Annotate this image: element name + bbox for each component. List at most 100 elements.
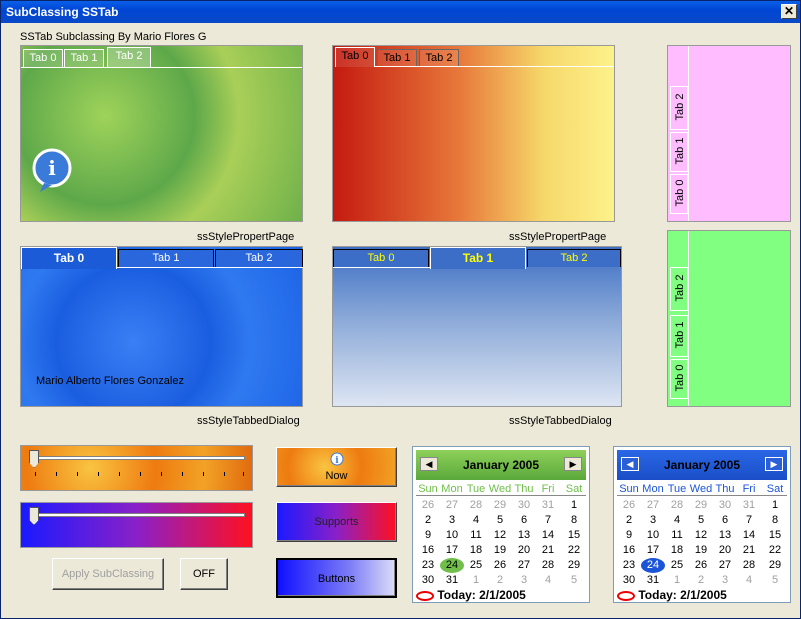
tab-1[interactable]: Tab 1 bbox=[377, 49, 417, 67]
prev-month-button[interactable]: ◀ bbox=[621, 457, 639, 471]
today-link[interactable]: Today: 2/1/2005 bbox=[416, 588, 526, 602]
slider-thumb[interactable] bbox=[29, 450, 39, 468]
apply-subclassing-button[interactable]: Apply SubClassing bbox=[52, 558, 164, 590]
day-cell[interactable]: 31 bbox=[445, 574, 459, 586]
day-cell[interactable]: 13 bbox=[517, 529, 531, 541]
day-cell[interactable]: 29 bbox=[768, 559, 782, 571]
tab-1[interactable]: Tab 1 bbox=[670, 315, 688, 357]
day-cell[interactable]: 8 bbox=[771, 514, 779, 526]
tab-1[interactable]: Tab 1 bbox=[118, 249, 214, 267]
day-cell[interactable]: 13 bbox=[718, 529, 732, 541]
now-button[interactable]: i Now bbox=[276, 447, 397, 487]
day-cell[interactable]: 22 bbox=[768, 544, 782, 556]
day-cell[interactable]: 22 bbox=[567, 544, 581, 556]
day-cell[interactable]: 4 bbox=[745, 574, 753, 586]
slider-gradient[interactable] bbox=[20, 502, 253, 548]
day-cell[interactable]: 28 bbox=[469, 499, 483, 511]
day-cell[interactable]: 31 bbox=[646, 574, 660, 586]
day-cell[interactable]: 2 bbox=[697, 574, 705, 586]
tab-0[interactable]: Tab 0 bbox=[335, 47, 375, 67]
day-cell[interactable]: 2 bbox=[424, 514, 432, 526]
day-cell[interactable]: 10 bbox=[445, 529, 459, 541]
day-cell[interactable]: 20 bbox=[517, 544, 531, 556]
day-cell[interactable]: 21 bbox=[742, 544, 756, 556]
day-cell[interactable]: 1 bbox=[771, 499, 779, 511]
day-cell[interactable]: 23 bbox=[421, 559, 435, 571]
tab-2[interactable]: Tab 2 bbox=[670, 267, 688, 311]
day-cell[interactable]: 11 bbox=[470, 529, 482, 541]
day-cell[interactable]: 9 bbox=[424, 529, 432, 541]
day-cell[interactable]: 30 bbox=[517, 499, 531, 511]
day-cell[interactable]: 12 bbox=[694, 529, 708, 541]
day-cell[interactable]: 11 bbox=[671, 529, 683, 541]
day-cell[interactable]: 5 bbox=[771, 574, 779, 586]
day-cell[interactable]: 26 bbox=[421, 499, 435, 511]
day-cell[interactable]: 4 bbox=[472, 514, 480, 526]
day-cell[interactable]: 1 bbox=[570, 499, 578, 511]
day-cell[interactable]: 3 bbox=[649, 514, 657, 526]
day-cell[interactable]: 29 bbox=[567, 559, 581, 571]
next-month-button[interactable]: ▶ bbox=[765, 457, 783, 471]
day-cell[interactable]: 19 bbox=[493, 544, 507, 556]
day-cell[interactable]: 26 bbox=[493, 559, 507, 571]
day-cell[interactable]: 4 bbox=[544, 574, 552, 586]
day-cell[interactable]: 26 bbox=[694, 559, 708, 571]
day-cell[interactable]: 24 bbox=[641, 558, 665, 573]
day-cell[interactable]: 5 bbox=[570, 574, 578, 586]
day-cell[interactable]: 5 bbox=[697, 514, 705, 526]
day-cell[interactable]: 18 bbox=[469, 544, 483, 556]
day-cell[interactable]: 8 bbox=[570, 514, 578, 526]
day-cell[interactable]: 2 bbox=[625, 514, 633, 526]
day-cell[interactable]: 30 bbox=[718, 499, 732, 511]
off-button[interactable]: OFF bbox=[180, 558, 228, 590]
today-link[interactable]: Today: 2/1/2005 bbox=[617, 588, 727, 602]
day-cell[interactable]: 12 bbox=[493, 529, 507, 541]
day-cell[interactable]: 3 bbox=[520, 574, 528, 586]
day-cell[interactable]: 29 bbox=[694, 499, 708, 511]
close-button[interactable]: ✕ bbox=[781, 4, 797, 19]
slider-orange[interactable] bbox=[20, 445, 253, 491]
day-cell[interactable]: 7 bbox=[745, 514, 753, 526]
tab-0[interactable]: Tab 0 bbox=[333, 249, 429, 267]
day-cell[interactable]: 19 bbox=[694, 544, 708, 556]
day-cell[interactable]: 28 bbox=[742, 559, 756, 571]
day-cell[interactable]: 3 bbox=[448, 514, 456, 526]
tab-1[interactable]: Tab 1 bbox=[430, 247, 526, 269]
day-cell[interactable]: 30 bbox=[622, 574, 636, 586]
day-cell[interactable]: 18 bbox=[670, 544, 684, 556]
tab-2[interactable]: Tab 2 bbox=[670, 86, 688, 130]
day-cell[interactable]: 28 bbox=[541, 559, 555, 571]
day-cell[interactable]: 25 bbox=[670, 559, 684, 571]
day-cell[interactable]: 1 bbox=[472, 574, 480, 586]
tab-2[interactable]: Tab 2 bbox=[215, 249, 303, 267]
day-cell[interactable]: 31 bbox=[541, 499, 555, 511]
day-cell[interactable]: 20 bbox=[718, 544, 732, 556]
day-cell[interactable]: 9 bbox=[625, 529, 633, 541]
day-cell[interactable]: 27 bbox=[445, 499, 459, 511]
day-cell[interactable]: 17 bbox=[646, 544, 660, 556]
day-cell[interactable]: 30 bbox=[421, 574, 435, 586]
day-cell[interactable]: 23 bbox=[622, 559, 636, 571]
next-month-button[interactable]: ▶ bbox=[564, 457, 582, 471]
day-cell[interactable]: 31 bbox=[742, 499, 756, 511]
day-cell[interactable]: 29 bbox=[493, 499, 507, 511]
tab-0[interactable]: Tab 0 bbox=[23, 49, 63, 67]
day-cell[interactable]: 6 bbox=[520, 514, 528, 526]
day-cell[interactable]: 28 bbox=[670, 499, 684, 511]
day-cell[interactable]: 21 bbox=[541, 544, 555, 556]
day-cell[interactable]: 27 bbox=[646, 499, 660, 511]
day-cell[interactable]: 25 bbox=[469, 559, 483, 571]
tab-2[interactable]: Tab 2 bbox=[107, 47, 151, 67]
day-cell[interactable]: 3 bbox=[721, 574, 729, 586]
tab-0[interactable]: Tab 0 bbox=[21, 247, 117, 269]
tab-0[interactable]: Tab 0 bbox=[670, 359, 688, 399]
buttons-button[interactable]: Buttons bbox=[276, 558, 397, 598]
day-cell[interactable]: 17 bbox=[445, 544, 459, 556]
day-cell[interactable]: 14 bbox=[541, 529, 555, 541]
day-cell[interactable]: 27 bbox=[718, 559, 732, 571]
tab-1[interactable]: Tab 1 bbox=[64, 49, 104, 67]
day-cell[interactable]: 14 bbox=[742, 529, 756, 541]
day-cell[interactable]: 26 bbox=[622, 499, 636, 511]
tab-0[interactable]: Tab 0 bbox=[670, 174, 688, 214]
supports-button[interactable]: Supports bbox=[276, 502, 397, 542]
